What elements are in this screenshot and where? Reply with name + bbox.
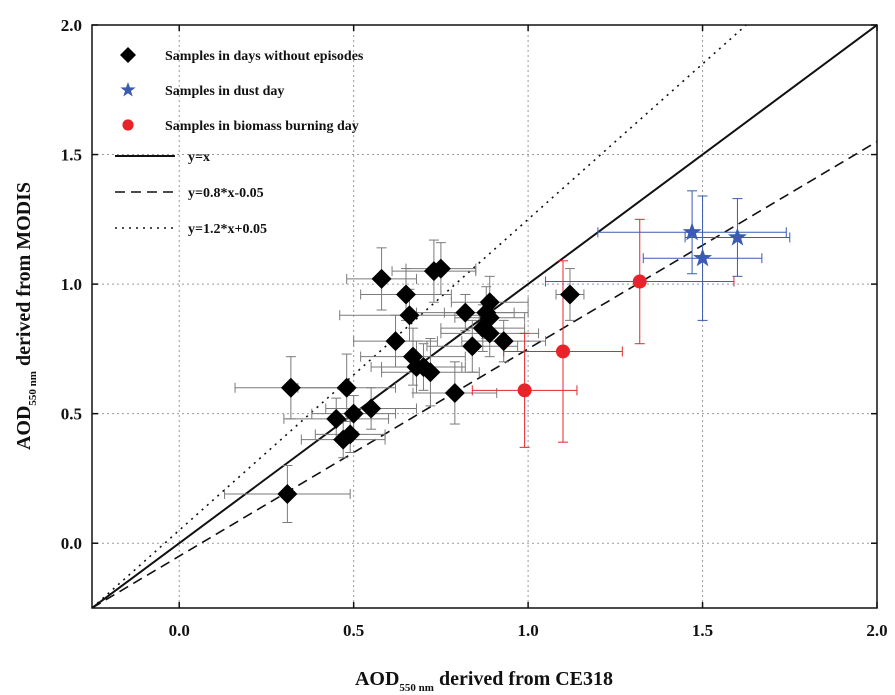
y-tick-label: 0.0 <box>61 534 82 553</box>
legend-marker <box>120 82 136 97</box>
data-point <box>682 222 702 241</box>
data-point <box>420 362 441 383</box>
legend-label: Samples in days without episodes <box>165 49 364 64</box>
data-point <box>479 323 500 344</box>
y-axis-title: AOD550 nm derived from MODIS <box>13 182 39 450</box>
legend-label: y=0.8*x-0.05 <box>188 186 264 201</box>
data-points <box>277 222 747 504</box>
legend: Samples in days without episodes Samples … <box>115 47 364 237</box>
y-tick-label: 1.5 <box>61 146 82 165</box>
x-tick-label: 1.0 <box>517 621 538 640</box>
data-point <box>479 292 500 313</box>
data-point <box>559 284 580 305</box>
data-point <box>462 336 483 357</box>
x-tick-label: 1.5 <box>692 621 713 640</box>
y-tick-label: 1.0 <box>61 275 82 294</box>
legend-label: y=1.2*x+0.05 <box>188 222 267 237</box>
reference-line <box>92 140 877 608</box>
data-point <box>455 302 476 323</box>
data-point <box>517 383 532 398</box>
data-point <box>479 307 500 328</box>
data-point <box>556 344 570 359</box>
x-tick-label: 2.0 <box>866 621 887 640</box>
x-axis-title: AOD550 nm derived from CE318 <box>355 668 613 694</box>
data-point <box>371 268 392 289</box>
data-point <box>343 403 364 424</box>
legend-label: Samples in dust day <box>165 84 284 99</box>
data-point <box>399 305 420 326</box>
data-point <box>493 331 514 352</box>
data-point <box>430 258 451 279</box>
data-point <box>693 248 713 267</box>
y-tick-label: 0.5 <box>61 405 82 424</box>
y-tick-label: 2.0 <box>61 16 82 35</box>
legend-marker <box>120 47 136 63</box>
data-point <box>340 424 361 445</box>
data-point <box>277 483 298 504</box>
x-tick-label: 0.0 <box>169 621 190 640</box>
legend-marker <box>122 119 134 131</box>
error-bars <box>224 190 791 523</box>
data-point <box>444 382 465 403</box>
data-point <box>385 331 406 352</box>
data-point <box>361 398 382 419</box>
data-point <box>632 274 647 289</box>
data-point <box>336 377 357 398</box>
axis-ticks: 0.0 0.5 1.0 1.5 2.0 0.0 0.5 1.0 1.5 2.0 <box>61 16 888 640</box>
data-point <box>727 227 747 246</box>
x-tick-label: 0.5 <box>343 621 364 640</box>
data-point <box>280 377 301 398</box>
plot-frame <box>91 24 878 609</box>
data-point <box>396 284 416 305</box>
data-point <box>326 408 347 429</box>
legend-label: Samples in biomass burning day <box>165 119 359 134</box>
legend-label: y=x <box>188 150 210 165</box>
